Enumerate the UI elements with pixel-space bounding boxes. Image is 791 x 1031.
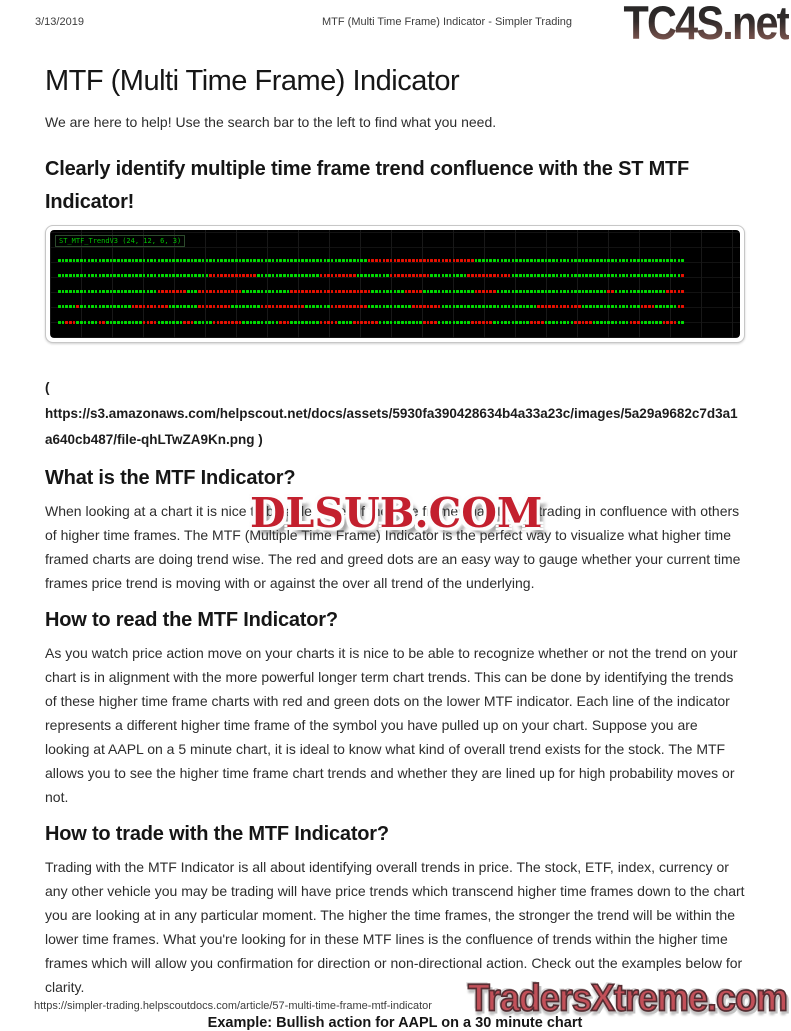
section-what-is: What is the MTF Indicator? When looking … [45, 465, 745, 595]
dlsub-watermark: DLSUB.COM [250, 488, 543, 537]
mtf-dot-row [58, 305, 740, 309]
section-heading: How to read the MTF Indicator? [45, 608, 338, 631]
mtf-chart-panel: ST_MTF_TrendV3 (24, 12, 6, 3) [50, 229, 740, 338]
page-title: MTF (Multi Time Frame) Indicator [45, 65, 460, 97]
section-how-to-trade: How to trade with the MTF Indicator? Tra… [45, 821, 745, 999]
print-header: 3/13/2019 MTF (Multi Time Frame) Indicat… [0, 0, 791, 52]
indicator-label: ST_MTF_TrendV3 (24, 12, 6, 3) [55, 234, 186, 247]
article-body: MTF (Multi Time Frame) Indicator We are … [45, 64, 745, 1031]
print-date: 3/13/2019 [35, 16, 84, 28]
intro-text: We are here to help! Use the search bar … [45, 113, 497, 130]
mtf-dot-row [58, 258, 740, 262]
section-how-to-read: How to read the MTF Indicator? As you wa… [45, 607, 745, 809]
image-source-link[interactable]: ( https://s3.amazonaws.com/helpscout.net… [45, 379, 738, 447]
print-footer: https://simpler-trading.helpscoutdocs.co… [0, 964, 791, 1024]
tradersxtreme-logo: TradersXtreme.com [467, 975, 789, 1020]
section-paragraph: Trading with the MTF Indicator is all ab… [45, 858, 745, 995]
print-doc-title: MTF (Multi Time Frame) Indicator - Simpl… [322, 16, 572, 28]
footer-url[interactable]: https://simpler-trading.helpscoutdocs.co… [34, 1000, 432, 1012]
mtf-dot-rows [58, 258, 740, 324]
mtf-dot-row [58, 289, 740, 293]
tc4s-logo: TC4S.net [623, 0, 791, 49]
mtf-dot-row [58, 320, 740, 324]
headline: Clearly identify multiple time frame tre… [45, 157, 690, 213]
mtf-chart-image: ST_MTF_TrendV3 (24, 12, 6, 3) [45, 224, 745, 343]
section-paragraph: As you watch price action move on your c… [45, 644, 738, 805]
mtf-dot-row [58, 274, 740, 278]
section-heading: How to trade with the MTF Indicator? [45, 822, 389, 845]
section-paragraph: When looking at a chart it is nice to be… [45, 502, 741, 591]
section-heading: What is the MTF Indicator? [45, 466, 296, 489]
